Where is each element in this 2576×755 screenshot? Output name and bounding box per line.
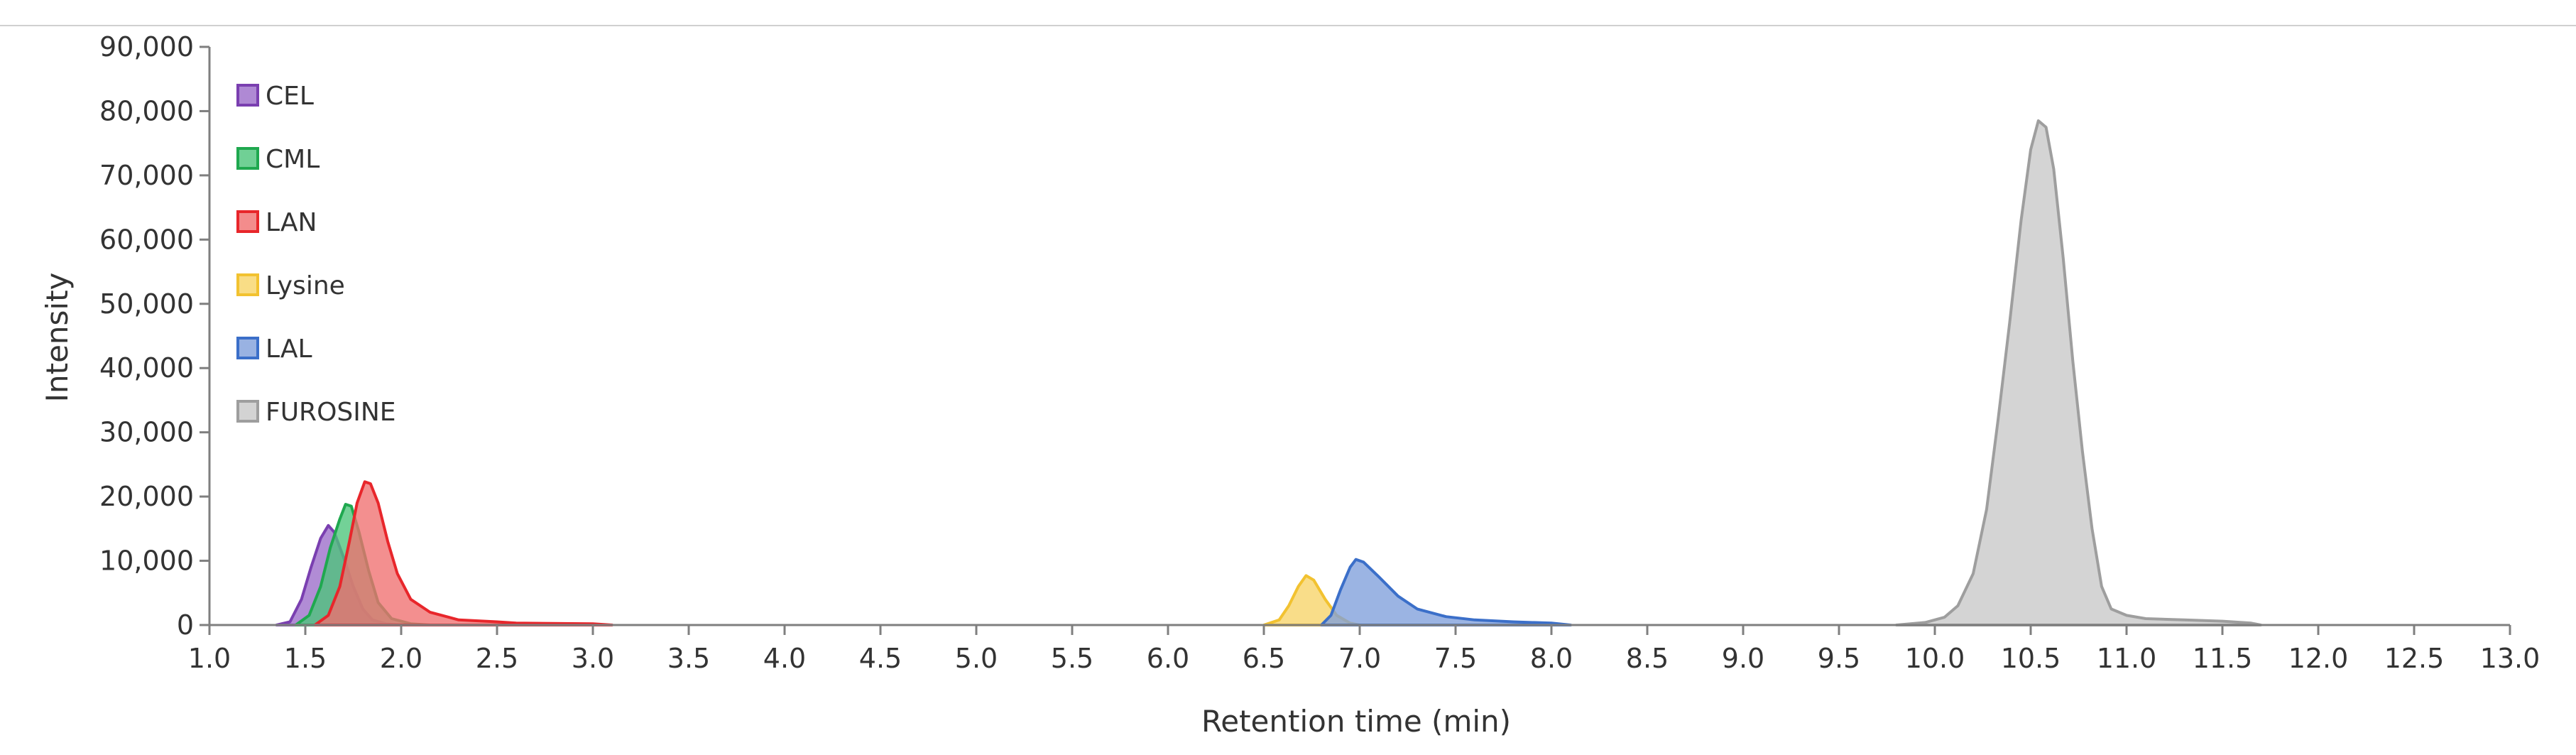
x-tick-label: 2.5 [476,643,518,674]
y-tick-label: 50,000 [99,288,194,320]
legend-swatch-lal [236,337,259,359]
x-tick-label: 7.5 [1434,643,1477,674]
x-tick-label: 1.0 [188,643,231,674]
y-tick-label: 40,000 [99,352,194,384]
x-tick-label: 11.0 [2097,643,2157,674]
series-area-furosine [1895,119,2262,626]
x-tick-label: 7.0 [1338,643,1381,674]
x-tick-label: 6.0 [1147,643,1189,674]
y-tick-label: 90,000 [99,31,194,63]
x-tick-label: 10.0 [1905,643,1965,674]
legend-label-cel: CEL [266,82,314,111]
x-tick-label: 6.5 [1243,643,1285,674]
legend-swatch-cel [236,84,259,107]
legend-label-lysine: Lysine [266,271,345,300]
y-tick-label: 60,000 [99,224,194,255]
x-tick-label: 9.5 [1818,643,1860,674]
x-axis-title: Retention time (min) [1201,704,1511,739]
y-axis-title: Intensity [40,273,75,403]
x-tick-label: 5.0 [955,643,998,674]
y-tick-label: 10,000 [99,545,194,577]
legend-swatch-lan [236,210,259,233]
x-tick-label: 9.0 [1722,643,1764,674]
x-tick-labels: 1.0 1.5 2.0 2.5 3.0 3.5 4.0 4.5 5.0 5.5 6.0 6.5 7.0 7… [188,643,2540,674]
series-layer [275,119,2262,626]
legend-swatch-cml [236,147,259,170]
x-tick-label: 1.5 [284,643,327,674]
x-tick-label: 12.5 [2384,643,2445,674]
x-tick-label: 3.0 [572,643,614,674]
x-tick-label: 4.0 [763,643,806,674]
legend-label-lal: LAL [266,335,312,364]
legend-swatch-lysine [236,273,259,296]
x-tick-label: 3.5 [667,643,710,674]
legend-label-cml: CML [266,145,320,174]
series-area-lal [1320,558,1572,626]
x-tick-label: 12.0 [2288,643,2349,674]
x-tick-label: 11.5 [2193,643,2253,674]
legend-swatch-furosine [236,400,259,423]
axes-layer [200,45,2511,635]
y-tick-label: 80,000 [99,95,194,126]
series-area-lan [313,480,613,626]
x-tick-label: 10.5 [2001,643,2061,674]
y-tick-label: 20,000 [99,481,194,512]
legend: CEL CML LAN Lysine LAL FUROSINE [236,82,396,427]
legend-label-lan: LAN [266,208,317,237]
x-tick-label: 8.5 [1626,643,1669,674]
y-tick-label: 70,000 [99,160,194,191]
y-tick-label: 0 [177,609,194,641]
y-tick-label: 30,000 [99,417,194,448]
y-tick-labels: 0 10,000 20,000 30,000 40,000 50,000 60,000 70,… [99,31,194,641]
x-tick-label: 13.0 [2480,643,2540,674]
legend-label-furosine: FUROSINE [266,398,396,427]
x-tick-label: 5.5 [1051,643,1093,674]
x-tick-label: 8.0 [1530,643,1573,674]
x-tick-label: 2.0 [380,643,422,674]
x-tick-label: 4.5 [859,643,902,674]
